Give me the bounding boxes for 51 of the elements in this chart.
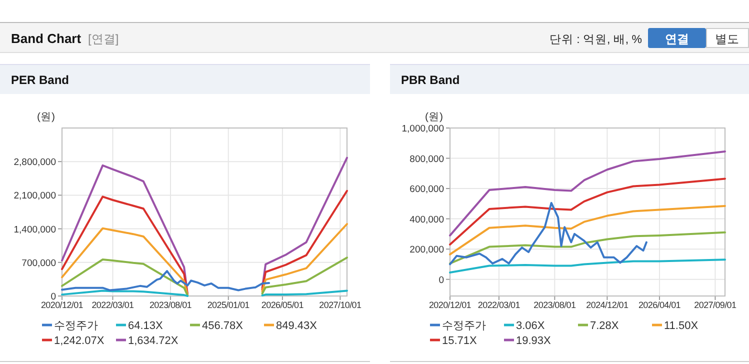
line-series xyxy=(449,258,726,274)
x-tick-label: 2027/10/01 xyxy=(319,300,362,310)
legend-label: 15.71X xyxy=(442,335,478,347)
x-tick-label: 2022/03/01 xyxy=(478,300,520,310)
text: [연결] xyxy=(88,32,119,46)
legend-label: 456.78X xyxy=(202,320,244,332)
y-tick-label: 1,400,000 xyxy=(14,224,56,236)
text: 단위 : 억원, 배, % xyxy=(549,34,642,46)
y-tick-label: 0 xyxy=(438,274,444,286)
y-tick-label: 0 xyxy=(50,292,56,302)
x-tick-label: 2023/08/01 xyxy=(534,300,576,310)
legend-label: 64.13X xyxy=(128,320,164,332)
y-tick-label: 2,800,000 xyxy=(14,157,56,168)
y-tick-label: 700,000 xyxy=(22,258,56,269)
y-tick-label: 800,000 xyxy=(410,154,444,165)
legend-label: 7.28X xyxy=(590,320,620,332)
legend-label: 849.43X xyxy=(276,320,318,332)
legend-label: 3.06X xyxy=(516,320,546,332)
x-tick-label: 2026/04/01 xyxy=(638,300,681,310)
line-series xyxy=(449,178,726,246)
y-axis-title: (원) xyxy=(37,111,55,123)
legend-label: 수정주가 xyxy=(54,320,98,332)
x-tick-label: 2020/12/01 xyxy=(40,300,84,310)
chart-title: PBR Band xyxy=(401,73,460,87)
y-tick-label: 2,100,000 xyxy=(14,190,56,202)
text: 별도 xyxy=(715,32,739,46)
y-axis-title: (원) xyxy=(425,111,443,123)
legend-label: 19.93X xyxy=(516,335,552,347)
x-tick-label: 2020/12/01 xyxy=(428,300,472,310)
line-series xyxy=(449,204,726,256)
legend-label: 1,634.72X xyxy=(128,335,179,347)
line-series xyxy=(449,202,648,266)
line-series xyxy=(449,150,726,236)
line-series xyxy=(449,231,726,264)
y-tick-label: 400,000 xyxy=(410,214,444,226)
line-series xyxy=(61,270,270,292)
text: Band Chart xyxy=(11,31,82,46)
x-tick-label: 2026/05/01 xyxy=(261,300,304,310)
x-tick-label: 2025/01/01 xyxy=(207,300,250,310)
text: 연결 xyxy=(665,32,689,46)
legend-label: 1,242.07X xyxy=(54,335,105,347)
y-tick-label: 600,000 xyxy=(410,184,444,196)
y-tick-label: 200,000 xyxy=(410,244,444,256)
y-tick-label: 1,000,000 xyxy=(402,124,444,134)
x-tick-label: 2024/12/01 xyxy=(586,300,629,310)
chart-title: PER Band xyxy=(11,73,70,87)
legend-label: 수정주가 xyxy=(442,320,486,332)
legend-label: 11.50X xyxy=(664,320,699,332)
x-tick-label: 2023/08/01 xyxy=(149,300,192,310)
x-tick-label: 2027/09/01 xyxy=(694,300,737,310)
x-tick-label: 2022/03/01 xyxy=(92,300,134,310)
